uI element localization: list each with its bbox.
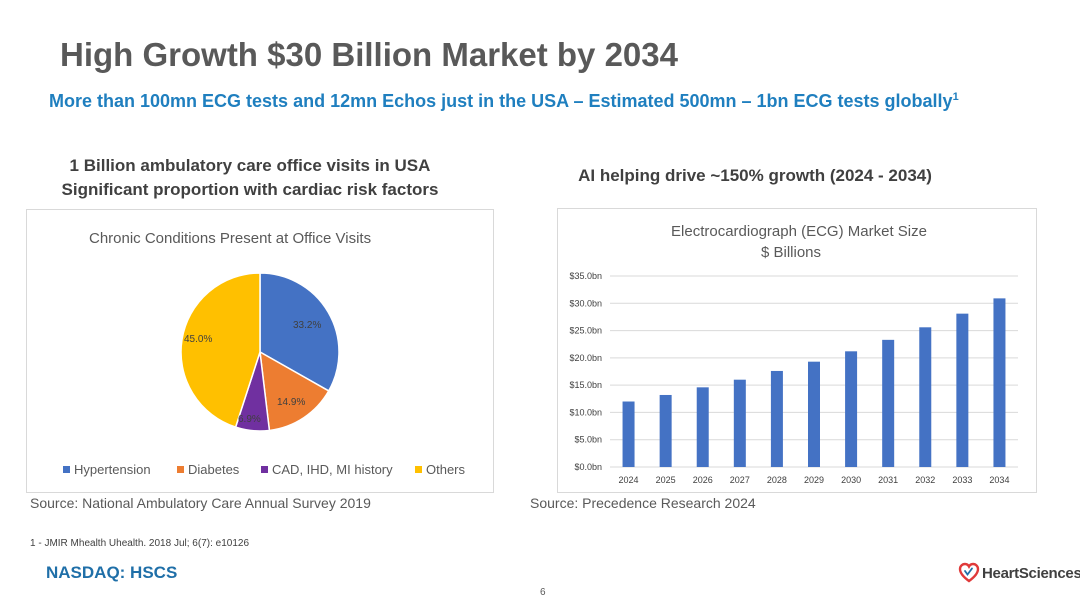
ticker-symbol: NASDAQ: HSCS: [46, 563, 178, 582]
y-tick-label: $15.0bn: [569, 380, 602, 390]
x-tick-label: 2025: [656, 475, 676, 485]
x-tick-label: 2028: [767, 475, 787, 485]
y-tick-label: $25.0bn: [569, 326, 602, 336]
pie-slice: [180, 272, 261, 429]
pie-data-label: 14.9%: [277, 397, 305, 408]
legend-label: Others: [426, 462, 466, 477]
bar-subtitle: $ Billions: [761, 244, 821, 261]
bar: [733, 379, 746, 467]
x-tick-label: 2030: [841, 475, 861, 485]
bar-chart-panel: Electrocardiograph (ECG) Market Size $ Bi…: [557, 208, 1037, 493]
right-heading: AI helping drive ~150% growth (2024 - 20…: [578, 166, 932, 185]
subtitle-text: More than 100mn ECG tests and 12mn Echos…: [49, 91, 953, 111]
x-tick-label: 2024: [619, 475, 639, 485]
x-tick-label: 2033: [952, 475, 972, 485]
pie-title: Chronic Conditions Present at Office Vis…: [89, 230, 371, 247]
bar: [808, 361, 820, 467]
slide-title: High Growth $30 Billion Market by 2034: [60, 36, 678, 73]
bar-title: Electrocardiograph (ECG) Market Size: [671, 223, 927, 240]
heart-icon: [958, 562, 980, 583]
logo-text: HeartSciences: [982, 564, 1080, 582]
left-heading-line2: Significant proportion with cardiac risk…: [61, 180, 439, 199]
footnote: 1 - JMIR Mhealth Uhealth. 2018 Jul; 6(7)…: [30, 538, 250, 549]
bar: [993, 298, 1006, 467]
pie-data-label: 45.0%: [184, 334, 212, 345]
legend-swatch: [63, 466, 70, 473]
company-logo: HeartSciences: [958, 562, 1080, 584]
legend-swatch: [261, 466, 268, 473]
legend-swatch: [415, 466, 422, 473]
bar: [956, 313, 969, 467]
left-heading: 1 Billion ambulatory care office visits …: [30, 154, 470, 202]
x-tick-label: 2032: [915, 475, 935, 485]
bar-chart: Electrocardiograph (ECG) Market Size $ Bi…: [569, 223, 1018, 485]
slide-subtitle: More than 100mn ECG tests and 12mn Echos…: [49, 91, 959, 112]
source-left: Source: National Ambulatory Care Annual …: [30, 495, 371, 511]
y-tick-label: $0.0bn: [574, 462, 602, 472]
legend-swatch: [177, 466, 184, 473]
left-heading-line1: 1 Billion ambulatory care office visits …: [69, 156, 431, 175]
bar: [770, 370, 783, 467]
x-tick-label: 2034: [989, 475, 1009, 485]
legend-label: Diabetes: [188, 462, 240, 477]
x-tick-label: 2029: [804, 475, 824, 485]
bar: [659, 394, 672, 467]
source-right: Source: Precedence Research 2024: [530, 495, 756, 511]
x-tick-label: 2026: [693, 475, 713, 485]
y-tick-label: $10.0bn: [569, 407, 602, 417]
bar: [845, 351, 858, 467]
bar: [882, 339, 895, 467]
subtitle-footnote-ref: 1: [952, 91, 959, 103]
bar: [622, 401, 635, 467]
bar: [696, 387, 709, 467]
y-tick-label: $5.0bn: [574, 435, 602, 445]
pie-slice: [259, 350, 330, 432]
x-tick-label: 2027: [730, 475, 750, 485]
pie-slice: [259, 272, 340, 392]
y-tick-label: $35.0bn: [569, 271, 602, 281]
page-number: 6: [540, 587, 546, 598]
legend-label: CAD, IHD, MI history: [272, 462, 393, 477]
pie-chart-panel: Chronic Conditions Present at Office Vis…: [26, 209, 494, 493]
pie-data-label: 33.2%: [293, 320, 321, 331]
pie-data-label: 6.9%: [238, 414, 261, 425]
bar: [919, 327, 932, 467]
x-tick-label: 2031: [878, 475, 898, 485]
legend-label: Hypertension: [74, 462, 151, 477]
y-tick-label: $20.0bn: [569, 353, 602, 363]
y-tick-label: $30.0bn: [569, 298, 602, 308]
pie-chart: Chronic Conditions Present at Office Vis…: [63, 230, 466, 477]
